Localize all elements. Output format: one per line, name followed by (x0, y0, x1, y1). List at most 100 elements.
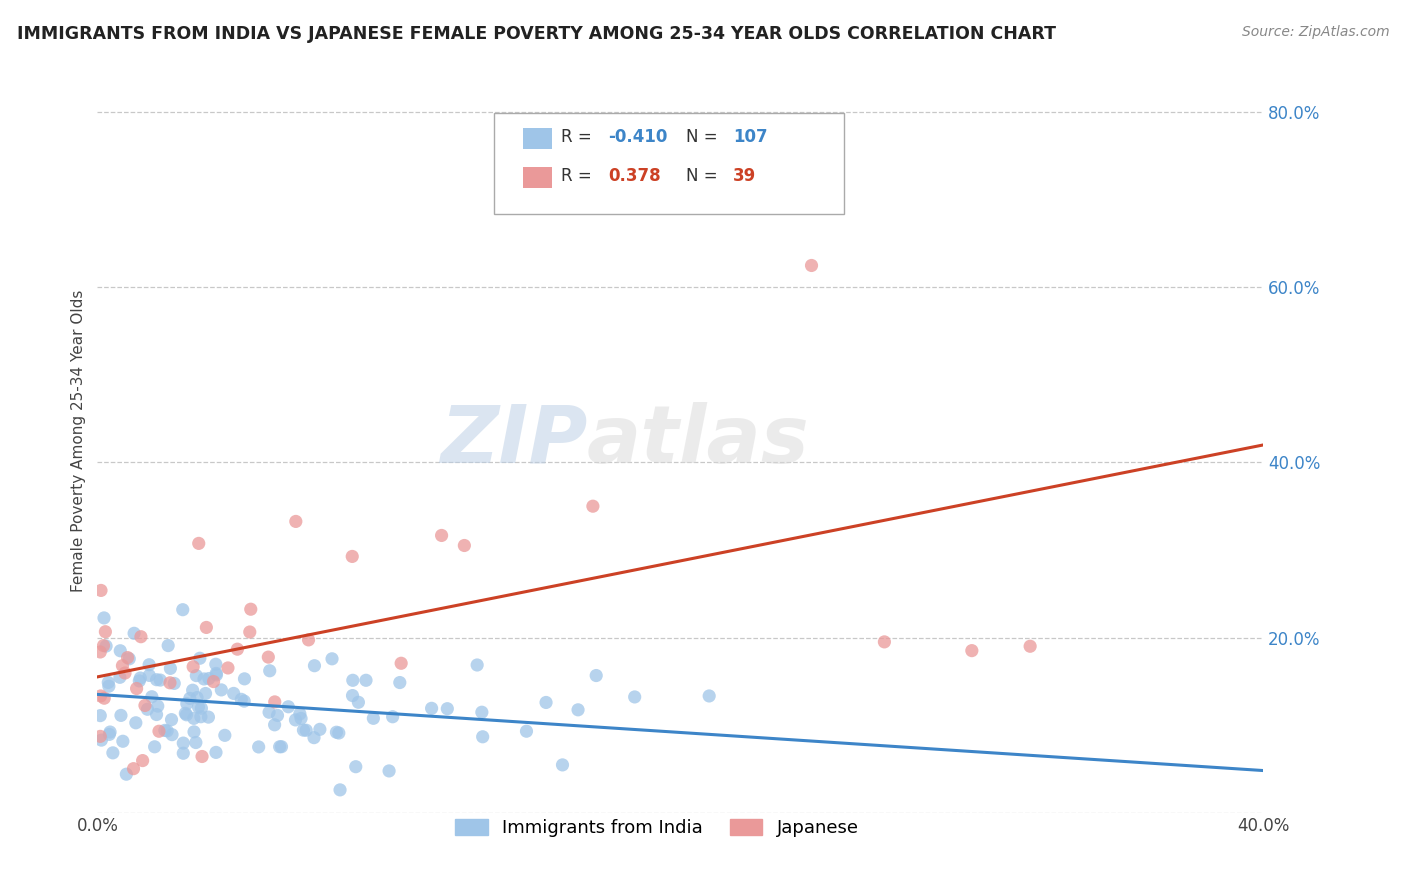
Point (190, 710, 212, 724)
Point (217, 661, 239, 675)
Point (302, 731, 325, 745)
Point (122, 762, 145, 776)
Point (304, 658, 326, 673)
Point (98, 725, 121, 739)
Point (873, 635, 896, 649)
Text: 39: 39 (733, 167, 756, 185)
Point (247, 739, 270, 754)
Point (122, 626, 145, 640)
Point (176, 707, 198, 722)
Point (292, 723, 315, 738)
Point (567, 703, 589, 717)
Point (465, 658, 488, 673)
Point (209, 682, 232, 697)
Point (97, 679, 120, 693)
Point (344, 760, 367, 774)
Point (176, 697, 198, 711)
Point (226, 642, 249, 657)
Point (143, 739, 166, 754)
Point (205, 657, 228, 672)
FancyBboxPatch shape (523, 128, 553, 149)
Point (172, 736, 194, 750)
Point (98, 727, 121, 741)
Point (534, 696, 557, 710)
Point (471, 705, 494, 719)
Point (145, 707, 167, 722)
Point (159, 676, 181, 690)
Point (93, 639, 115, 653)
Point (110, 644, 132, 658)
Point (149, 673, 172, 687)
Point (190, 701, 212, 715)
Point (295, 723, 318, 738)
Point (163, 676, 186, 690)
Point (129, 671, 152, 685)
Point (388, 675, 411, 690)
Point (187, 700, 209, 714)
Point (205, 666, 228, 681)
Point (138, 668, 160, 682)
Point (172, 603, 194, 617)
Point (157, 639, 180, 653)
Point (114, 666, 136, 681)
Point (179, 691, 201, 706)
Y-axis label: Female Poverty Among 25-34 Year Olds: Female Poverty Among 25-34 Year Olds (72, 289, 86, 591)
Point (131, 754, 153, 768)
Point (198, 672, 221, 686)
Point (138, 657, 160, 672)
Point (269, 739, 291, 754)
Point (257, 705, 280, 719)
Point (188, 651, 211, 665)
Point (93, 691, 115, 706)
Point (89, 708, 111, 723)
Text: R =: R = (561, 167, 592, 185)
Text: IMMIGRANTS FROM INDIA VS JAPANESE FEMALE POVERTY AMONG 25-34 YEAR OLDS CORRELATI: IMMIGRANTS FROM INDIA VS JAPANESE FEMALE… (17, 25, 1056, 43)
Text: -0.410: -0.410 (607, 128, 668, 146)
Point (277, 699, 299, 714)
Point (321, 652, 343, 666)
Point (582, 499, 605, 513)
Point (697, 689, 720, 703)
Point (115, 767, 138, 781)
Point (160, 713, 183, 727)
Point (136, 702, 159, 716)
Point (363, 711, 385, 725)
FancyBboxPatch shape (523, 167, 553, 187)
Point (160, 728, 183, 742)
Point (97, 675, 120, 690)
Point (129, 630, 152, 644)
Point (233, 694, 256, 708)
Point (117, 650, 139, 665)
Point (118, 652, 141, 666)
Point (202, 674, 225, 689)
Point (297, 632, 319, 647)
FancyBboxPatch shape (494, 113, 844, 213)
Point (471, 730, 494, 744)
Point (90, 689, 112, 703)
Point (222, 686, 245, 700)
Point (187, 536, 209, 550)
Point (153, 723, 176, 738)
Point (551, 758, 574, 772)
Point (420, 701, 443, 715)
Point (125, 715, 148, 730)
Point (125, 681, 148, 696)
Text: ZIP: ZIP (440, 401, 588, 480)
Point (141, 690, 163, 704)
Text: N =: N = (686, 128, 718, 146)
Point (329, 783, 352, 797)
Point (184, 735, 207, 749)
Point (156, 723, 179, 738)
Text: 107: 107 (733, 128, 768, 146)
Point (239, 602, 262, 616)
Point (194, 686, 217, 700)
Point (146, 699, 169, 714)
Point (145, 673, 167, 687)
Point (263, 695, 285, 709)
Point (90, 733, 112, 747)
Point (288, 706, 311, 721)
Text: N =: N = (686, 167, 718, 185)
Point (270, 739, 292, 754)
Point (800, 259, 823, 273)
Point (342, 549, 364, 564)
